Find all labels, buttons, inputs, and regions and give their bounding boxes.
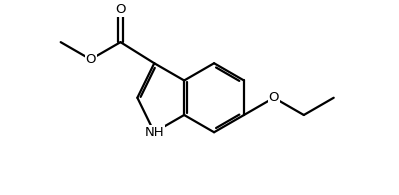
Text: O: O — [115, 3, 126, 16]
Text: O: O — [269, 91, 279, 104]
Text: NH: NH — [144, 126, 164, 139]
Text: O: O — [85, 53, 96, 66]
